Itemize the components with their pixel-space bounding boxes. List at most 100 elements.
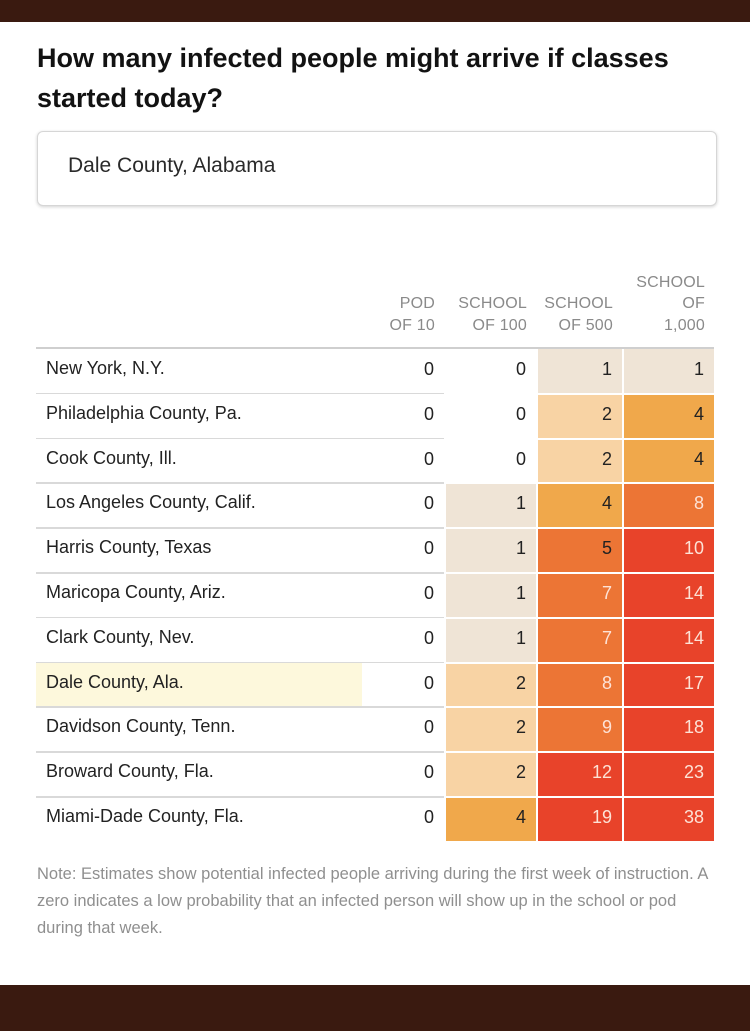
row-divider: [362, 572, 444, 574]
row-divider: [362, 751, 444, 753]
cell-school500: 9: [536, 706, 622, 752]
cell-school500: 5: [536, 527, 622, 572]
cell-pod10: 0: [362, 482, 444, 528]
column-header-pod10-line-2: OF 10: [389, 316, 435, 334]
cell-school500: 1: [536, 348, 622, 393]
row-divider: [362, 616, 444, 619]
cell-school100: 1: [444, 482, 536, 528]
row-label-text: Dale County, Ala.: [46, 671, 184, 692]
column-header-school1000-line-3: 1,000: [663, 316, 705, 334]
row-label: Clark County, Nev.: [36, 617, 362, 662]
search-value: Dale County, Alabama: [68, 154, 276, 177]
bottom-band: [0, 985, 750, 1031]
row-label: Broward County, Fla.: [36, 751, 362, 796]
row-divider: [362, 796, 444, 798]
row-divider: [36, 796, 362, 798]
cell-school500: 7: [536, 572, 622, 617]
row-label: Miami-Dade County, Fla.: [36, 796, 362, 841]
cell-school1000: 18: [622, 706, 714, 752]
row-label: Los Angeles County, Calif.: [36, 482, 362, 527]
column-header-school1000-line-1: SCHOOL: [636, 273, 705, 291]
cell-school1000: 38: [622, 796, 714, 841]
cell-school1000: 10: [622, 527, 714, 572]
row-label-text: Philadelphia County, Pa.: [46, 402, 242, 423]
row-label: Harris County, Texas: [36, 527, 362, 572]
cell-school1000: 14: [622, 616, 714, 662]
cell-school100: 1: [444, 527, 536, 572]
cell-school500: 8: [536, 661, 622, 707]
row-label: New York, N.Y.: [36, 348, 362, 393]
header-rule: [36, 347, 714, 349]
row-divider: [36, 572, 362, 574]
row-label-text: Maricopa County, Ariz.: [46, 582, 226, 602]
county-search-input[interactable]: Dale County, Alabama: [37, 131, 717, 206]
cell-school1000: 17: [622, 661, 714, 707]
cell-school1000: 4: [622, 437, 714, 483]
cell-school100: 0: [444, 437, 536, 483]
cell-school500: 4: [536, 482, 622, 528]
column-header-school500-line-2: OF 500: [558, 316, 613, 334]
cell-school100: 4: [444, 796, 536, 841]
cell-school500: 7: [536, 616, 622, 662]
cell-school100: 1: [444, 616, 536, 662]
row-label-text: Clark County, Nev.: [46, 626, 195, 647]
cell-school1000: 23: [622, 751, 714, 796]
row-divider: [36, 751, 362, 753]
top-band: [0, 0, 750, 22]
row-divider: [36, 706, 362, 708]
row-label: Cook County, Ill.: [36, 438, 362, 483]
cell-school100: 0: [444, 392, 536, 438]
chart-title: How many infected people might arrive if…: [37, 43, 669, 113]
cell-school100: 0: [444, 348, 536, 393]
column-header-school100-line-1: SCHOOL: [458, 295, 527, 312]
cell-school1000: 14: [622, 572, 714, 617]
cell-pod10: 0: [362, 527, 444, 572]
row-divider: [362, 706, 444, 708]
chart-note: Note: Estimates show potential infected …: [37, 865, 708, 937]
cell-school1000: 4: [622, 392, 714, 438]
row-divider: [362, 661, 444, 664]
row-divider: [362, 392, 444, 395]
cell-pod10: 0: [362, 437, 444, 483]
row-label-text: Cook County, Ill.: [46, 447, 177, 468]
cell-school100: 1: [444, 572, 536, 617]
row-label-text: Broward County, Fla.: [46, 761, 214, 782]
cell-school100: 2: [444, 751, 536, 796]
row-divider: [36, 482, 362, 484]
row-divider: [362, 482, 444, 484]
cell-school500: 2: [536, 392, 622, 438]
cell-school500: 2: [536, 437, 622, 483]
row-label-text: New York, N.Y.: [46, 358, 165, 378]
cell-school100: 2: [444, 661, 536, 707]
column-header-school500-line-1: SCHOOL: [544, 295, 613, 312]
row-divider: [36, 661, 362, 664]
row-label: Philadelphia County, Pa.: [36, 393, 362, 438]
cell-pod10: 0: [362, 616, 444, 662]
cell-pod10: 0: [362, 392, 444, 438]
row-divider: [36, 527, 362, 529]
row-label-text: Davidson County, Tenn.: [46, 716, 236, 737]
cell-pod10: 0: [362, 751, 444, 796]
row-label: Maricopa County, Ariz.: [36, 572, 362, 617]
cell-school500: 19: [536, 796, 622, 841]
column-header-school1000-line-2: OF: [682, 295, 705, 312]
row-divider: [362, 527, 444, 529]
cell-school100: 2: [444, 706, 536, 752]
cell-pod10: 0: [362, 706, 444, 752]
row-divider: [36, 616, 362, 619]
row-label-text: Los Angeles County, Calif.: [46, 492, 256, 513]
row-label: Dale County, Ala.: [36, 661, 362, 707]
row-divider: [36, 392, 362, 395]
column-header-school100-line-2: OF 100: [472, 316, 527, 334]
cell-pod10: 0: [362, 661, 444, 707]
row-label: Davidson County, Tenn.: [36, 706, 362, 751]
cell-school1000: 1: [622, 348, 714, 393]
cell-pod10: 0: [362, 796, 444, 841]
column-header-pod10-line-1: POD: [399, 295, 435, 312]
cell-pod10: 0: [362, 348, 444, 393]
row-label-text: Harris County, Texas: [46, 537, 212, 558]
cell-pod10: 0: [362, 572, 444, 617]
cell-school500: 12: [536, 751, 622, 796]
row-label-text: Miami-Dade County, Fla.: [46, 806, 244, 826]
row-divider: [362, 437, 444, 440]
